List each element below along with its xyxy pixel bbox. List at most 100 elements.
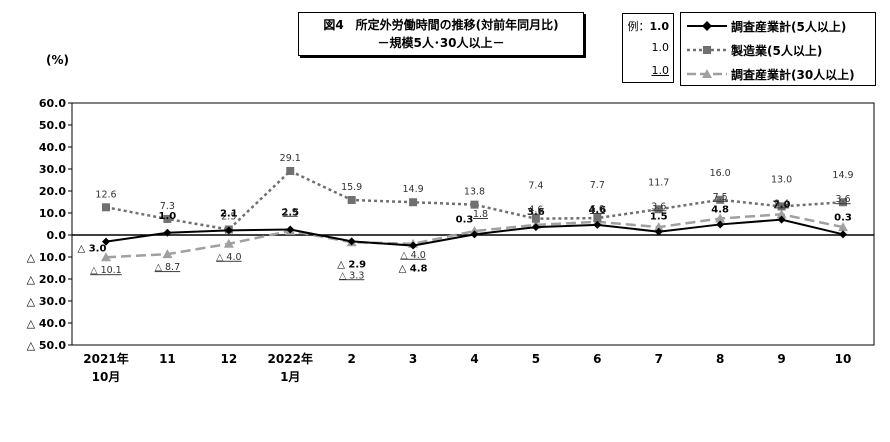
series-2-point bbox=[163, 214, 172, 223]
x-tick-label: 11 bbox=[159, 352, 176, 366]
series-1-data-label: 4.6 bbox=[588, 205, 606, 216]
y-axis-unit-label: (%) bbox=[46, 53, 69, 67]
series-1-point bbox=[409, 241, 418, 250]
x-tick-label: 2022年 bbox=[268, 351, 313, 366]
y-tick-label: 50.0 bbox=[39, 119, 66, 132]
series-2-data-label: 15.9 bbox=[341, 182, 362, 193]
series-2-data-label: 29.1 bbox=[280, 153, 301, 164]
x-tick-label: 7 bbox=[655, 352, 663, 366]
legend: 調査産業計(5人以上) 製造業(5人以上) 調査産業計(30人以上) bbox=[680, 12, 876, 86]
chart-subtitle: －規模5人･30人以上－ bbox=[377, 36, 505, 50]
plot-area-frame bbox=[71, 102, 875, 346]
chart-title: 図4 所定外労働時間の推移(対前年同月比) bbox=[323, 18, 559, 32]
legend-marker-series-1 bbox=[702, 21, 712, 31]
x-tick-label: 4 bbox=[470, 352, 478, 366]
series-1-point bbox=[716, 220, 725, 229]
x-tick-label-line2: 10月 bbox=[92, 370, 121, 384]
series-3-point bbox=[838, 222, 848, 232]
series-3-data-label: 6.0 bbox=[590, 204, 605, 215]
legend-label-series-3: 調査産業計(30人以上) bbox=[731, 68, 855, 82]
x-tick-label: 6 bbox=[593, 352, 601, 366]
series-1-data-label: △ 3.0 bbox=[78, 244, 107, 255]
series-2-data-label: 7.3 bbox=[160, 201, 175, 212]
series-2-data-label: 12.6 bbox=[95, 189, 116, 200]
legend-example-value-2: 1.0 bbox=[651, 41, 670, 54]
x-tick-label: 2 bbox=[347, 352, 355, 366]
x-tick-label: 5 bbox=[532, 352, 540, 366]
series-3-data-label: △ 4.0 bbox=[400, 250, 425, 261]
series-3-data-label: △ 10.1 bbox=[90, 265, 121, 276]
series-3-point bbox=[653, 222, 664, 232]
series-3-data-label: 7.5 bbox=[713, 192, 728, 203]
series-2-data-label: 14.9 bbox=[403, 184, 424, 195]
series-1-data-label: 2.1 bbox=[220, 208, 238, 219]
legend-example-row-1: 例：1.0 bbox=[628, 18, 670, 34]
series-1-point bbox=[531, 223, 540, 232]
series-3-data-label: △ 3.3 bbox=[339, 270, 364, 281]
series-1-point bbox=[347, 237, 356, 246]
series-1-point bbox=[654, 227, 663, 236]
series-3-data-label: 1.8 bbox=[473, 209, 488, 220]
series-2-data-label: 16.0 bbox=[710, 168, 731, 179]
series-1-point bbox=[777, 215, 786, 224]
series-3-point bbox=[715, 213, 726, 223]
series-line-2 bbox=[105, 169, 844, 231]
series-3-data-label: △ 4.0 bbox=[216, 252, 241, 263]
series-3-point bbox=[101, 252, 111, 262]
legend-label-series-2: 製造業(5人以上) bbox=[731, 44, 823, 58]
y-tick-label: △ 30.0 bbox=[27, 295, 67, 308]
y-tick-label: 20.0 bbox=[39, 185, 66, 198]
series-1-data-label: 0.3 bbox=[834, 212, 852, 223]
series-2-point bbox=[409, 198, 418, 207]
series-1-data-label: 4.8 bbox=[711, 204, 729, 215]
series-2-point bbox=[777, 202, 786, 211]
x-tick-label: 3 bbox=[409, 352, 417, 366]
series-2-point bbox=[102, 203, 110, 212]
x-tick-label: 8 bbox=[716, 352, 724, 366]
series-1-data-label: 7.0 bbox=[773, 200, 791, 211]
legend-swatches bbox=[687, 21, 727, 78]
x-tick-label: 2021年 bbox=[83, 351, 128, 366]
series-1-point bbox=[224, 226, 233, 235]
series-1-data-label: 0.3 bbox=[456, 214, 474, 225]
series-3-point bbox=[162, 249, 173, 259]
series-1-data-label: 2.5 bbox=[281, 208, 299, 219]
series-2-data-label: 11.7 bbox=[648, 177, 669, 188]
y-tick-label: 40.0 bbox=[39, 141, 66, 154]
series-3-data-label: △ 8.7 bbox=[155, 262, 180, 273]
x-tick-label: 10 bbox=[835, 352, 852, 366]
series-2-point bbox=[347, 196, 356, 205]
x-tick-label-line2: 1月 bbox=[280, 370, 300, 384]
legend-example-value-3: 1.0 bbox=[651, 64, 670, 77]
series-2-data-label: 14.9 bbox=[832, 170, 853, 181]
x-tick-label: 9 bbox=[777, 352, 785, 366]
series-2-data-label: 7.4 bbox=[528, 181, 543, 192]
series-3-data-label: 1.9 bbox=[283, 207, 298, 218]
series-3-data-label: 4.6 bbox=[528, 205, 543, 216]
legend-example-box: 例：1.0 1.0 1.0 bbox=[622, 13, 674, 83]
y-tick-label: 0.0 bbox=[47, 229, 67, 242]
series-2-data-label: 13.8 bbox=[464, 187, 485, 198]
series-2-data-label: 13.0 bbox=[771, 174, 792, 185]
series-2-point bbox=[286, 166, 295, 175]
series-2-point bbox=[654, 205, 663, 214]
series-2-point bbox=[593, 214, 602, 223]
series-1-point bbox=[593, 220, 602, 229]
series-1-point bbox=[102, 237, 110, 246]
legend-label-series-1: 調査産業計(5人以上) bbox=[731, 20, 847, 34]
series-3-data-label: 3.6 bbox=[651, 201, 666, 212]
series-2-point bbox=[470, 200, 479, 209]
series-1-data-label: 3.6 bbox=[527, 207, 545, 218]
x-tick-label: 12 bbox=[220, 352, 237, 366]
legend-marker-series-3 bbox=[702, 69, 712, 78]
series-3-data-label: 3.6 bbox=[835, 194, 850, 205]
y-tick-label: △ 50.0 bbox=[27, 339, 67, 352]
series-3-point bbox=[223, 238, 234, 248]
y-tick-label: △ 40.0 bbox=[27, 317, 67, 330]
y-tick-label: △ 10.0 bbox=[27, 251, 67, 264]
y-tick-label: 30.0 bbox=[39, 163, 66, 176]
series-1-point bbox=[286, 225, 295, 234]
series-2-data-label: 7.7 bbox=[590, 180, 605, 191]
